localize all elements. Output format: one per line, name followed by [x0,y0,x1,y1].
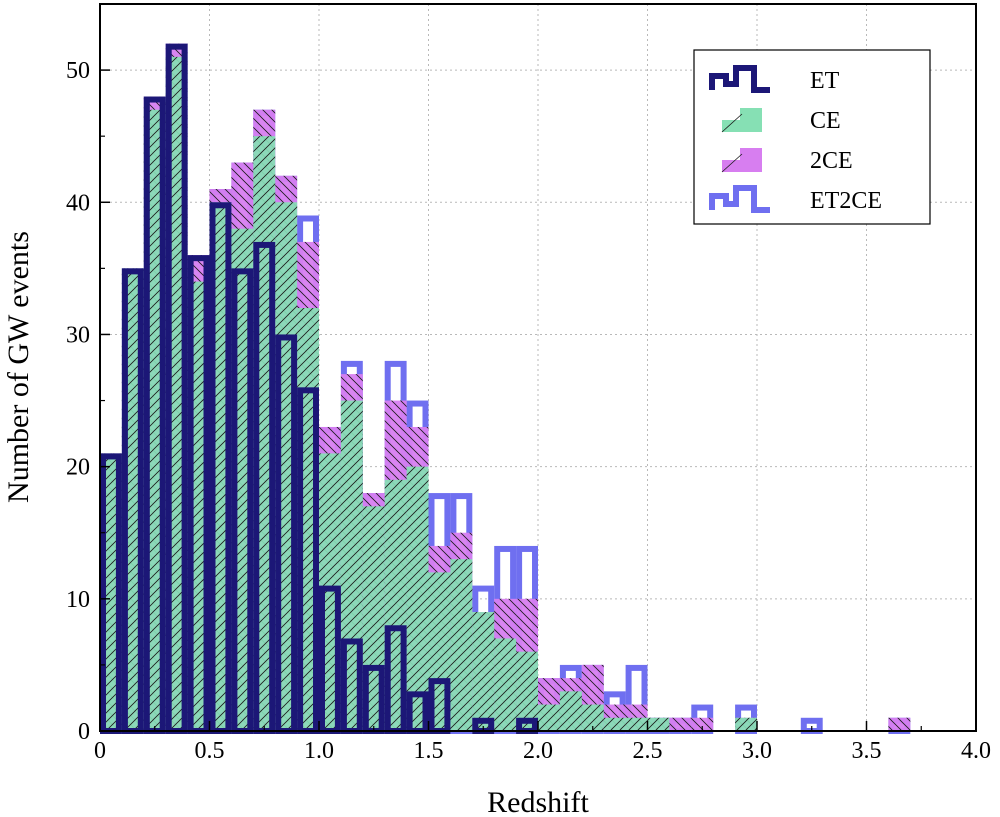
bar-hatch-2ce-26 [669,717,692,731]
x-tick-label-6: 3.0 [742,738,772,764]
y-tick-label-5: 50 [66,58,90,84]
x-tick-label-4: 2.0 [523,738,553,764]
legend-label-2ce: 2CE [810,148,853,174]
legend-label-et: ET [810,68,840,94]
series-ce [100,56,757,732]
x-tick-label-8: 4.0 [961,738,991,764]
x-tick-label-0: 0 [94,738,106,764]
x-axis-title: Redshift [487,786,589,817]
bar-hatch-ce-29 [735,717,757,731]
legend-hatch-2ce [721,153,743,173]
bar-hatch-2ce-36 [888,717,911,731]
legend-swatch-2ce [712,148,762,172]
y-tick-label-0: 0 [78,719,90,745]
legend-label-et2ce: ET2CE [810,188,882,214]
legend-entry-ce: CE [712,108,841,134]
y-tick-label-1: 10 [66,587,90,613]
y-axis-title: Number of GW events [2,231,35,503]
bar-hatch-ce-16 [450,559,473,731]
bar-hatch-ce-19 [516,651,538,731]
y-tick-label-4: 40 [66,190,90,216]
x-tick-label-7: 3.5 [852,738,882,764]
x-tick-label-3: 1.5 [414,738,444,764]
bar-hatch-ce-18 [494,638,517,731]
legend-swatch-et [709,65,770,93]
axis-ticks: 0 0.5 1.0 1.5 2.0 2.5 3.0 3.5 4.0 0 10 20 30 40 50 [66,58,991,764]
legend: ET CE 2CE ET2CE [693,49,931,225]
x-tick-label-2: 1.0 [304,738,334,764]
legend-entry-et2ce: ET2CE [709,185,882,214]
bar-hatch-2ce-27 [691,717,714,731]
bar-hatch-ce-23 [603,717,626,731]
bar-hatch-ce-25 [647,717,670,731]
bar-hatch-ce-14 [406,466,429,731]
y-tick-label-2: 20 [66,455,90,481]
bar-hatch-ce-20 [538,704,560,731]
bar-hatch-ce-22 [581,704,604,731]
legend-swatch-et2ce [709,185,770,213]
legend-swatch-ce [712,108,762,132]
x-tick-label-1: 0.5 [195,738,225,764]
x-tick-label-5: 2.5 [633,738,663,764]
bar-hatch-ce-24 [625,717,648,731]
y-tick-label-3: 30 [66,322,90,348]
legend-hatch-ce [721,113,743,133]
histogram-bars [100,43,911,735]
bar-hatch-ce-17 [472,612,495,731]
legend-label-ce: CE [810,108,841,134]
legend-entry-et: ET [709,65,840,94]
bar-hatch-ce-21 [559,691,582,731]
legend-entry-2ce: 2CE [712,148,853,174]
